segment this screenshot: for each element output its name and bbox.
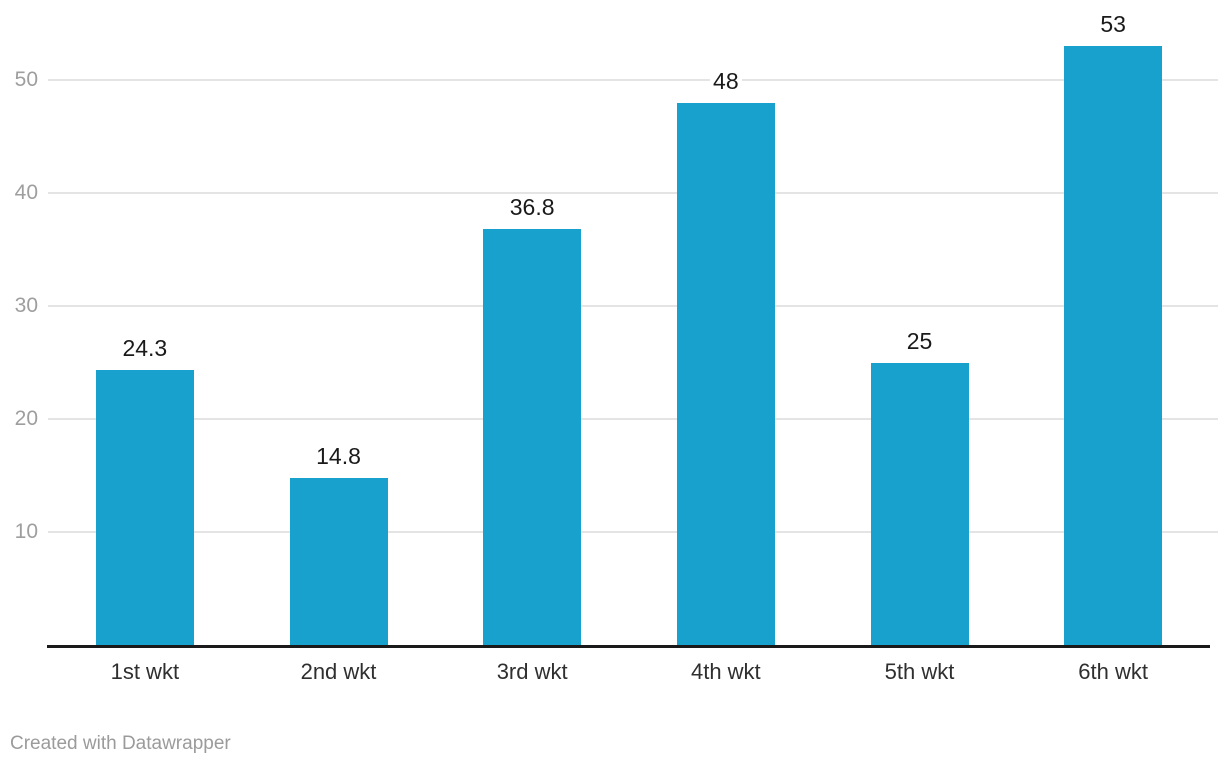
x-tick-label: 2nd wkt [300, 659, 377, 684]
bar-5th-wkt [870, 362, 969, 646]
bar-2nd-wkt [289, 477, 388, 646]
gridline-40 [48, 192, 1218, 194]
x-tick-label: 6th wkt [1078, 659, 1148, 684]
bar-value-label: 14.8 [279, 442, 399, 470]
bar-6th-wkt [1064, 46, 1163, 646]
bar-3rd-wkt [483, 229, 582, 646]
bar-value-label: 24.3 [85, 334, 205, 362]
bar-value-label: 25 [860, 327, 980, 355]
x-tick-label: 4th wkt [690, 659, 761, 684]
y-tick-label: 30 [14, 294, 38, 317]
y-tick-label: 10 [14, 520, 38, 543]
bar-1st-wkt [95, 370, 194, 646]
y-tick-label: 40 [14, 181, 38, 204]
x-tick-label: 1st wkt [110, 659, 180, 684]
bar-value-label: 48 [666, 67, 786, 95]
x-tick-label: 3rd wkt [496, 659, 568, 684]
gridline-10 [48, 531, 1218, 533]
gridline-20 [48, 418, 1218, 420]
y-tick-label: 50 [14, 68, 38, 91]
bar-value-label: 53 [1053, 10, 1173, 38]
bar-value-label: 36.8 [472, 193, 592, 221]
x-axis-line [47, 645, 1210, 648]
x-tick-label: 5th wkt [884, 659, 955, 684]
y-tick-label: 20 [14, 407, 38, 430]
gridline-30 [48, 305, 1218, 307]
datawrapper-credit: Created with Datawrapper [10, 733, 231, 754]
gridline-50 [48, 79, 1218, 81]
bar-4th-wkt [676, 102, 775, 646]
